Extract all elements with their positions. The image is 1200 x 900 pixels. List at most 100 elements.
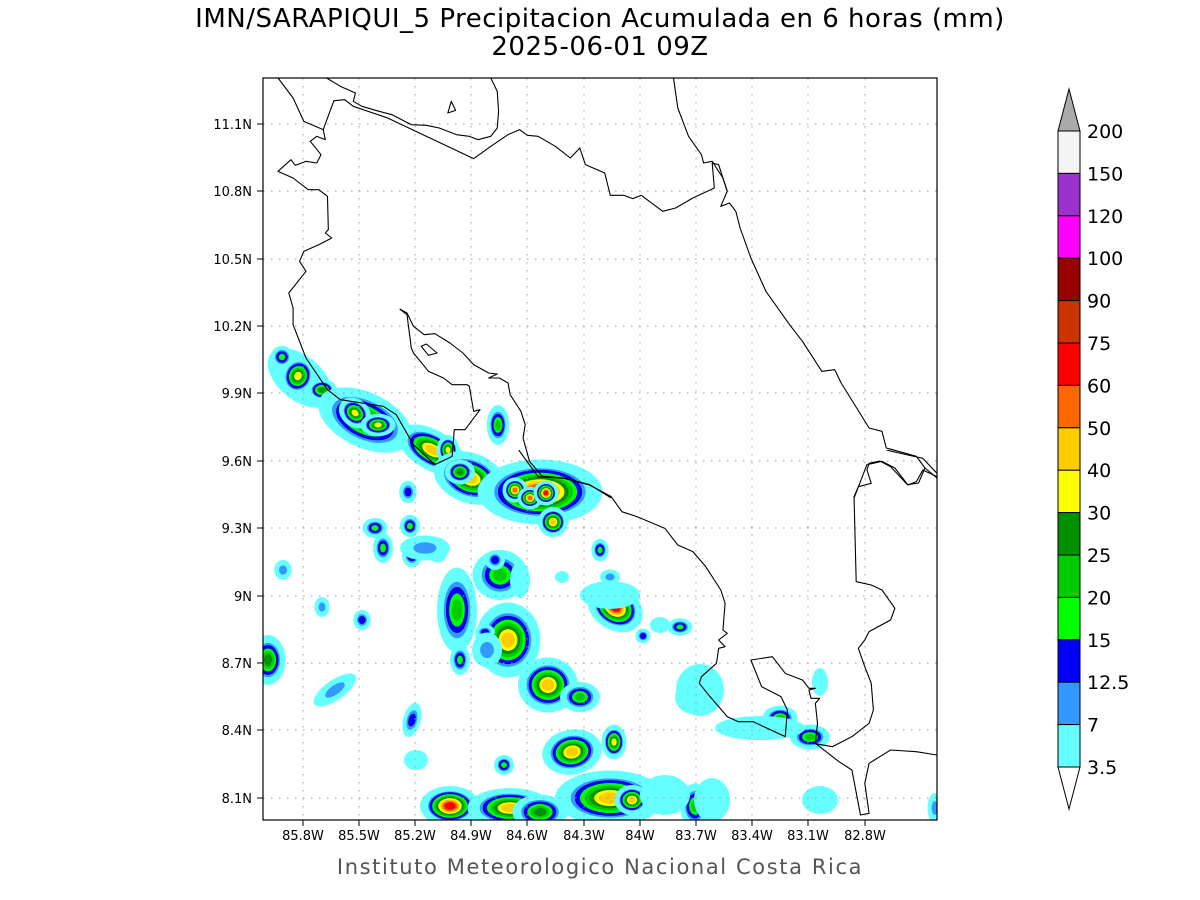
colorbar-segment bbox=[1057, 130, 1081, 174]
precipitation-cell bbox=[400, 535, 450, 561]
precip-contour bbox=[694, 778, 730, 820]
precipitation-cell bbox=[486, 405, 510, 445]
precip-contour bbox=[278, 565, 288, 575]
precipitation-cell bbox=[402, 702, 422, 738]
lat-tick-label: 8.4N bbox=[222, 724, 252, 739]
lon-tick-label: 83.1W bbox=[787, 829, 829, 844]
precip-contour bbox=[676, 664, 724, 716]
precipitation-cell bbox=[635, 628, 651, 644]
precip-contour bbox=[413, 542, 437, 554]
grid-lines bbox=[263, 78, 937, 820]
lat-tick-label: 9.6N bbox=[222, 455, 252, 470]
precipitation-cell bbox=[373, 533, 393, 563]
precipitation-cell bbox=[667, 618, 693, 636]
precip-contour bbox=[374, 422, 382, 428]
precip-contour bbox=[491, 556, 499, 564]
precip-contour bbox=[650, 617, 670, 633]
precipitation-cell bbox=[542, 729, 602, 775]
precip-contour bbox=[597, 546, 603, 554]
precipitation-cell bbox=[694, 778, 730, 820]
precipitation-cell bbox=[650, 617, 670, 633]
map-datetime: 2025-06-01 09Z bbox=[491, 32, 709, 62]
precip-contour bbox=[676, 624, 684, 630]
precip-contour bbox=[628, 796, 636, 804]
precip-contour bbox=[404, 750, 428, 770]
colorbar-label: 40 bbox=[1087, 460, 1111, 482]
precip-contour bbox=[318, 387, 326, 393]
precip-contour bbox=[407, 522, 413, 530]
colorbar-label: 12.5 bbox=[1087, 672, 1129, 694]
precipitation-cell bbox=[538, 507, 568, 537]
lon-tick-label: 85.8W bbox=[282, 829, 324, 844]
lat-tick-label: 10.5N bbox=[213, 253, 252, 268]
precipitation-cell bbox=[274, 560, 292, 580]
precip-contour bbox=[294, 371, 302, 381]
lat-tick-label: 10.8N bbox=[213, 185, 252, 200]
lon-tick-label: 82.8W bbox=[844, 829, 886, 844]
colorbar-label: 25 bbox=[1087, 545, 1111, 567]
precip-contour bbox=[611, 738, 617, 746]
lon-tick-label: 83.7W bbox=[675, 829, 717, 844]
precip-contour bbox=[404, 487, 412, 497]
precip-contour bbox=[804, 733, 816, 741]
colorbar-segment bbox=[1057, 596, 1081, 641]
precipitation-field bbox=[263, 345, 937, 820]
precipitation-cell bbox=[533, 480, 559, 506]
precip-contour bbox=[574, 693, 586, 701]
precipitation-cell bbox=[399, 480, 417, 504]
precip-contour bbox=[802, 786, 838, 814]
precip-contour bbox=[605, 573, 615, 581]
lat-tick-label: 11.1N bbox=[213, 118, 252, 133]
colorbar-label: 3.5 bbox=[1087, 757, 1117, 779]
colorbar-segment bbox=[1057, 427, 1081, 471]
precipitation-cell bbox=[812, 668, 828, 696]
colorbar-label: 30 bbox=[1087, 503, 1111, 525]
precipitation-cell bbox=[314, 597, 330, 617]
precipitation-cell bbox=[494, 755, 514, 775]
colorbar-segment bbox=[1057, 300, 1081, 344]
colorbar-label: 15 bbox=[1087, 630, 1111, 652]
colorbar: 200 150 120 100 90 75 60 50 40 30 25 20 15 12.5 7 3.5 bbox=[1057, 87, 1129, 811]
coastline-south bbox=[519, 450, 937, 815]
colorbar-label: 50 bbox=[1087, 418, 1111, 440]
colorbar-segment bbox=[1057, 724, 1081, 768]
precip-contour bbox=[358, 616, 366, 624]
precipitation-cell bbox=[420, 786, 480, 820]
precip-contour bbox=[527, 495, 533, 501]
colorbar-label: 120 bbox=[1087, 206, 1123, 228]
precipitation-cell bbox=[313, 673, 357, 707]
precip-contour bbox=[325, 682, 345, 698]
colorbar-segment bbox=[1057, 512, 1081, 556]
precip-contour bbox=[533, 807, 547, 817]
lon-tick-label: 84W bbox=[625, 829, 655, 844]
precip-contour bbox=[351, 409, 359, 417]
precipitation-cell bbox=[715, 716, 805, 740]
colorbar-label: 7 bbox=[1087, 715, 1099, 737]
precip-contour bbox=[451, 599, 463, 621]
precipitation-cell bbox=[353, 610, 371, 630]
precipitation-cell bbox=[437, 567, 477, 653]
colorbar-segment bbox=[1057, 469, 1081, 514]
lon-tick-label: 83.4W bbox=[731, 829, 773, 844]
precip-contour bbox=[501, 762, 507, 768]
precipitation-cell bbox=[338, 397, 372, 429]
colorbar-label: 60 bbox=[1087, 375, 1111, 397]
precip-contour bbox=[640, 775, 690, 815]
colorbar-label: 90 bbox=[1087, 291, 1111, 313]
precip-contour bbox=[580, 581, 640, 609]
colorbar-label: 75 bbox=[1087, 333, 1111, 355]
precip-contour bbox=[492, 568, 508, 582]
lon-tick-label: 85.2W bbox=[394, 829, 436, 844]
precip-contour bbox=[263, 654, 273, 666]
precip-contour bbox=[408, 713, 416, 727]
precip-contour bbox=[318, 602, 326, 612]
precipitation-cell bbox=[445, 459, 475, 485]
footer-credit: Instituto Meteorologico Nacional Costa R… bbox=[336, 855, 864, 879]
colorbar-label: 150 bbox=[1087, 163, 1123, 185]
precip-contour bbox=[715, 716, 805, 740]
precip-contour bbox=[812, 668, 828, 696]
precipitation-cell bbox=[263, 635, 286, 685]
precip-contour bbox=[425, 444, 439, 456]
axis-ticks: 11.1N 10.8N 10.5N 10.2N 9.9N 9.6N 9.3N 9N 8.7N 8.… bbox=[213, 118, 886, 844]
